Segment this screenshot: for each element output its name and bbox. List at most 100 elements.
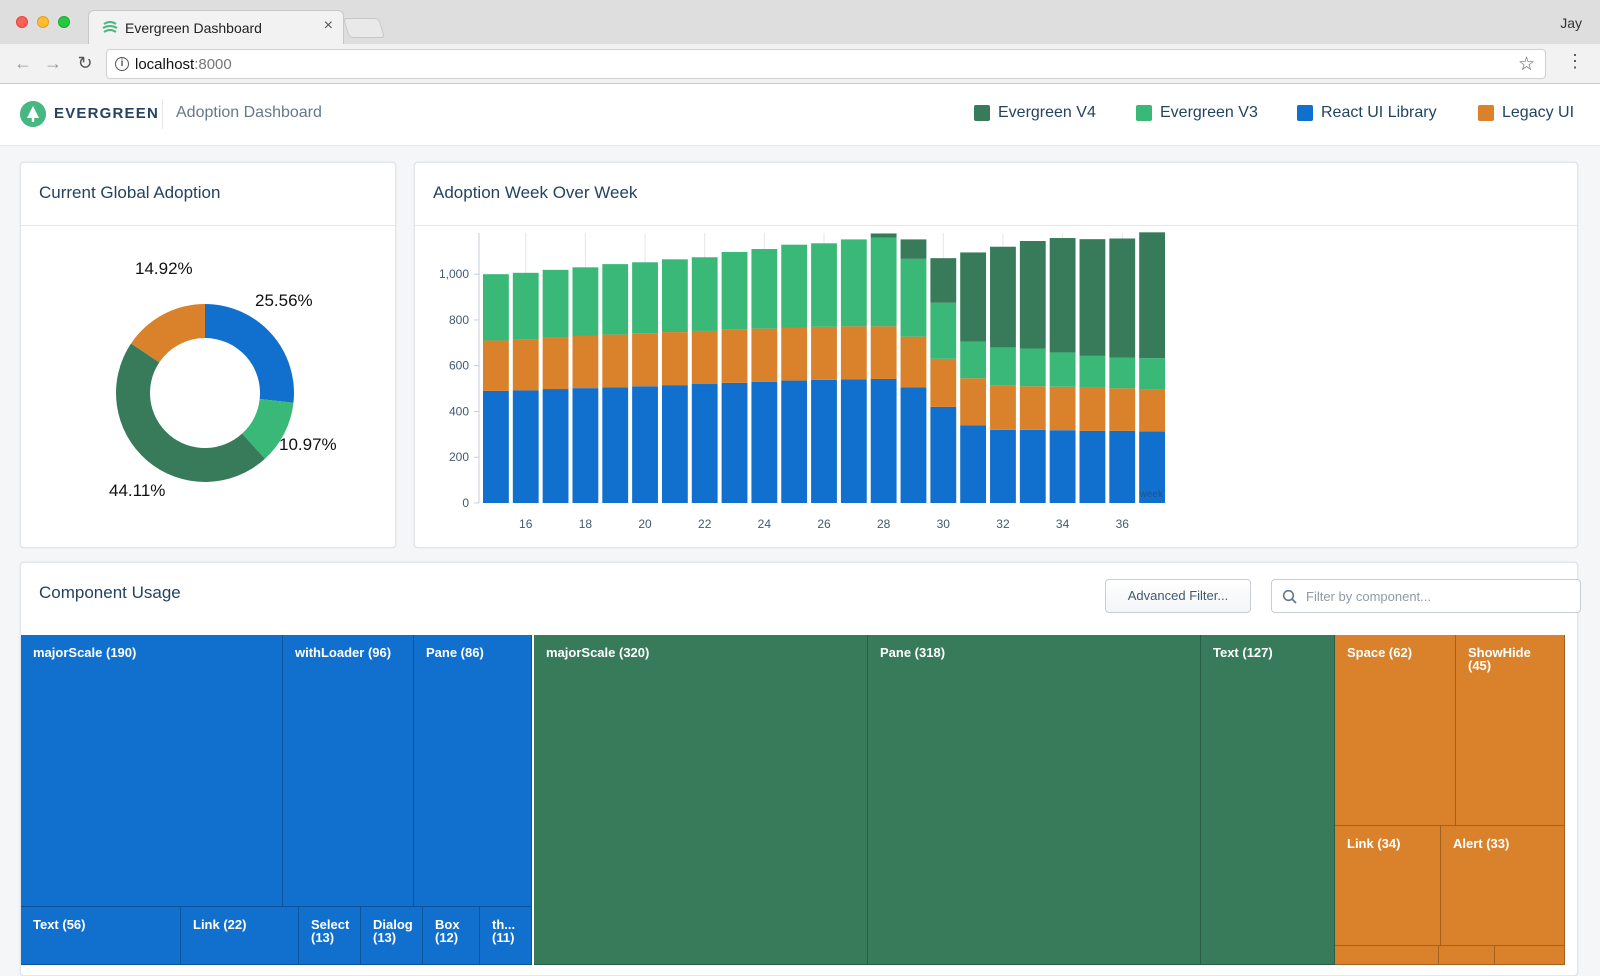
bar-segment-legacy-ui[interactable] xyxy=(990,385,1016,430)
bar-segment-react-ui-library[interactable] xyxy=(751,381,778,503)
bar-segment-legacy-ui[interactable] xyxy=(542,337,569,390)
treemap-cell[interactable]: Link (22) xyxy=(181,907,299,965)
bar-segment-evergreen-v3[interactable] xyxy=(483,274,509,341)
evergreen-logo-icon[interactable] xyxy=(20,101,46,127)
bar-segment-evergreen-v3[interactable] xyxy=(512,272,539,340)
bar-segment-legacy-ui[interactable] xyxy=(870,326,897,379)
logo-text[interactable]: EVERGREEN xyxy=(54,105,159,122)
back-arrow-icon[interactable]: ← xyxy=(14,53,32,73)
bar-segment-evergreen-v3[interactable] xyxy=(870,237,897,327)
donut-slice-3[interactable] xyxy=(131,304,205,363)
bar-segment-evergreen-v3[interactable] xyxy=(930,302,957,359)
bar-segment-evergreen-v4[interactable] xyxy=(930,258,957,303)
bar-segment-legacy-ui[interactable] xyxy=(1109,388,1136,431)
bar-segment-react-ui-library[interactable] xyxy=(1079,430,1106,503)
bar-segment-react-ui-library[interactable] xyxy=(870,378,897,503)
forward-arrow-icon[interactable]: → xyxy=(44,53,62,73)
bar-segment-legacy-ui[interactable] xyxy=(1079,387,1106,431)
treemap-cell[interactable]: withLoader (96) xyxy=(283,635,414,907)
profile-name[interactable]: Jay xyxy=(1560,15,1582,31)
treemap-cell[interactable]: th... (11) xyxy=(480,907,532,965)
bar-segment-evergreen-v3[interactable] xyxy=(751,249,778,329)
bar-segment-react-ui-library[interactable] xyxy=(602,387,629,503)
treemap-cell[interactable]: Space (62) xyxy=(1335,635,1456,826)
bar-segment-evergreen-v3[interactable] xyxy=(811,243,837,327)
treemap-cell[interactable] xyxy=(1439,946,1495,965)
bar-segment-react-ui-library[interactable] xyxy=(1019,429,1046,503)
bar-segment-evergreen-v3[interactable] xyxy=(572,267,599,336)
bar-segment-evergreen-v3[interactable] xyxy=(1049,352,1076,387)
bar-segment-react-ui-library[interactable] xyxy=(542,389,569,503)
bar-segment-react-ui-library[interactable] xyxy=(1049,430,1076,503)
bar-segment-evergreen-v4[interactable] xyxy=(1079,239,1106,356)
bar-segment-evergreen-v3[interactable] xyxy=(1019,348,1046,387)
bar-segment-evergreen-v3[interactable] xyxy=(781,244,808,328)
bar-segment-react-ui-library[interactable] xyxy=(691,384,718,503)
bar-segment-react-ui-library[interactable] xyxy=(721,382,748,503)
bar-segment-legacy-ui[interactable] xyxy=(930,358,957,407)
bar-segment-legacy-ui[interactable] xyxy=(632,333,658,387)
bar-segment-legacy-ui[interactable] xyxy=(781,327,808,381)
treemap-cell[interactable]: Alert (33) xyxy=(1441,826,1565,946)
treemap-cell[interactable]: Text (56) xyxy=(21,907,181,965)
bar-segment-legacy-ui[interactable] xyxy=(602,334,629,388)
reload-icon[interactable]: ↻ xyxy=(77,53,93,73)
treemap-cell[interactable]: ShowHide (45) xyxy=(1456,635,1565,826)
component-search-box[interactable] xyxy=(1271,579,1581,613)
bar-segment-evergreen-v3[interactable] xyxy=(900,258,927,337)
treemap-cell[interactable] xyxy=(1495,946,1565,965)
bar-segment-evergreen-v3[interactable] xyxy=(990,347,1016,386)
bar-segment-evergreen-v3[interactable] xyxy=(1109,357,1136,389)
bar-segment-evergreen-v3[interactable] xyxy=(960,341,987,379)
bar-segment-react-ui-library[interactable] xyxy=(572,388,599,503)
browser-tab[interactable]: Evergreen Dashboard × xyxy=(88,10,344,44)
bar-segment-evergreen-v3[interactable] xyxy=(602,264,629,335)
bar-segment-react-ui-library[interactable] xyxy=(811,379,837,503)
maximize-window-button[interactable] xyxy=(58,16,70,28)
bar-segment-react-ui-library[interactable] xyxy=(930,406,957,503)
address-bar[interactable]: i localhost:8000 ☆ xyxy=(106,49,1546,79)
bar-segment-react-ui-library[interactable] xyxy=(840,379,867,503)
bar-segment-react-ui-library[interactable] xyxy=(1139,431,1165,503)
bar-segment-legacy-ui[interactable] xyxy=(751,328,778,382)
donut-slice-0[interactable] xyxy=(205,304,294,403)
bar-segment-evergreen-v4[interactable] xyxy=(870,233,897,238)
bar-segment-react-ui-library[interactable] xyxy=(1109,430,1136,503)
bar-segment-legacy-ui[interactable] xyxy=(1049,386,1076,431)
bar-segment-react-ui-library[interactable] xyxy=(661,385,688,503)
bar-segment-legacy-ui[interactable] xyxy=(1139,389,1165,432)
bar-segment-evergreen-v3[interactable] xyxy=(691,257,718,331)
bar-segment-evergreen-v3[interactable] xyxy=(840,239,867,327)
close-tab-icon[interactable]: × xyxy=(323,17,333,34)
treemap-cell[interactable]: Dialog (13) xyxy=(361,907,423,965)
treemap-cell[interactable]: majorScale (190) xyxy=(21,635,283,907)
bar-segment-evergreen-v3[interactable] xyxy=(721,251,748,330)
advanced-filter-button[interactable]: Advanced Filter... xyxy=(1105,579,1251,613)
bar-segment-legacy-ui[interactable] xyxy=(661,332,688,386)
browser-menu-icon[interactable]: ⋮ xyxy=(1566,51,1584,71)
bar-segment-legacy-ui[interactable] xyxy=(811,326,837,380)
bar-segment-legacy-ui[interactable] xyxy=(960,378,987,426)
bar-segment-legacy-ui[interactable] xyxy=(900,336,927,388)
bar-segment-legacy-ui[interactable] xyxy=(572,335,599,389)
bar-segment-react-ui-library[interactable] xyxy=(960,425,987,503)
bar-segment-legacy-ui[interactable] xyxy=(483,340,509,391)
info-icon[interactable]: i xyxy=(115,57,129,71)
bar-segment-evergreen-v4[interactable] xyxy=(960,252,987,342)
bar-segment-react-ui-library[interactable] xyxy=(632,386,658,503)
bar-segment-evergreen-v3[interactable] xyxy=(661,259,688,333)
bar-segment-legacy-ui[interactable] xyxy=(721,329,748,383)
treemap-cell[interactable]: Box (12) xyxy=(423,907,480,965)
treemap-cell[interactable]: Pane (86) xyxy=(414,635,532,907)
bar-segment-legacy-ui[interactable] xyxy=(512,339,539,391)
bar-segment-evergreen-v3[interactable] xyxy=(542,269,569,338)
bar-segment-evergreen-v3[interactable] xyxy=(1139,358,1165,390)
bar-segment-evergreen-v3[interactable] xyxy=(632,262,658,334)
bar-segment-evergreen-v3[interactable] xyxy=(1079,355,1106,388)
treemap-cell[interactable] xyxy=(1335,946,1439,965)
bookmark-star-icon[interactable]: ☆ xyxy=(1517,54,1535,75)
treemap-cell[interactable]: Pane (318) xyxy=(868,635,1201,965)
bar-segment-react-ui-library[interactable] xyxy=(900,387,927,503)
bar-segment-evergreen-v4[interactable] xyxy=(990,246,1016,348)
close-window-button[interactable] xyxy=(16,16,28,28)
